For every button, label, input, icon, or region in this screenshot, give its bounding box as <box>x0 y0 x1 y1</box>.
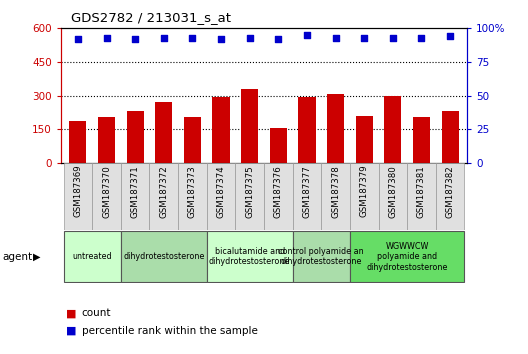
Text: GSM187378: GSM187378 <box>331 165 340 218</box>
Text: untreated: untreated <box>72 252 112 261</box>
Bar <box>92 163 121 230</box>
Text: percentile rank within the sample: percentile rank within the sample <box>82 326 258 336</box>
Bar <box>356 116 373 163</box>
Bar <box>69 121 87 163</box>
Text: dihydrotestosterone: dihydrotestosterone <box>123 252 204 261</box>
Bar <box>413 117 430 163</box>
Bar <box>63 163 92 230</box>
Bar <box>264 163 293 230</box>
Text: count: count <box>82 308 111 318</box>
Point <box>417 35 426 41</box>
Point <box>246 35 254 41</box>
Bar <box>63 231 121 282</box>
Point <box>74 36 82 42</box>
Text: GSM187382: GSM187382 <box>446 165 455 218</box>
Point <box>274 36 282 42</box>
Point <box>188 35 196 41</box>
Bar <box>149 163 178 230</box>
Bar <box>350 231 465 282</box>
Text: GSM187373: GSM187373 <box>188 165 197 218</box>
Bar <box>212 97 230 163</box>
Point <box>102 35 111 41</box>
Bar <box>127 111 144 163</box>
Text: GSM187376: GSM187376 <box>274 165 283 218</box>
Point <box>217 36 225 42</box>
Bar <box>327 95 344 163</box>
Point <box>389 35 397 41</box>
Text: GSM187372: GSM187372 <box>159 165 168 218</box>
Text: bicalutamide and
dihydrotestosterone: bicalutamide and dihydrotestosterone <box>209 247 290 266</box>
Text: agent: agent <box>3 252 33 262</box>
Bar <box>441 111 459 163</box>
Point <box>159 35 168 41</box>
Text: GSM187381: GSM187381 <box>417 165 426 218</box>
Bar <box>293 231 350 282</box>
Bar <box>207 163 235 230</box>
Text: WGWWCW
polyamide and
dihydrotestosterone: WGWWCW polyamide and dihydrotestosterone <box>366 242 448 272</box>
Bar <box>235 163 264 230</box>
Point <box>303 32 311 38</box>
Text: ■: ■ <box>66 308 77 318</box>
Text: GSM187377: GSM187377 <box>303 165 312 218</box>
Bar <box>121 231 207 282</box>
Text: ▶: ▶ <box>33 252 40 262</box>
Text: GDS2782 / 213031_s_at: GDS2782 / 213031_s_at <box>71 11 231 24</box>
Text: control polyamide an
dihydrotestosterone: control polyamide an dihydrotestosterone <box>278 247 364 266</box>
Text: GSM187371: GSM187371 <box>130 165 140 218</box>
Bar <box>321 163 350 230</box>
Text: GSM187370: GSM187370 <box>102 165 111 218</box>
Bar <box>384 96 401 163</box>
Text: GSM187369: GSM187369 <box>73 165 82 217</box>
Point <box>332 35 340 41</box>
Bar <box>436 163 465 230</box>
Point <box>360 35 369 41</box>
Bar <box>241 89 258 163</box>
Bar <box>379 163 407 230</box>
Point <box>131 36 139 42</box>
Bar <box>121 163 149 230</box>
Bar <box>407 163 436 230</box>
Text: GSM187374: GSM187374 <box>216 165 225 218</box>
Bar <box>293 163 321 230</box>
Bar <box>207 231 293 282</box>
Text: GSM187380: GSM187380 <box>388 165 398 218</box>
Text: GSM187375: GSM187375 <box>245 165 254 218</box>
Bar <box>184 117 201 163</box>
Text: GSM187379: GSM187379 <box>360 165 369 217</box>
Point <box>446 34 454 39</box>
Text: ■: ■ <box>66 326 77 336</box>
Bar <box>350 163 379 230</box>
Bar <box>155 102 172 163</box>
Bar <box>270 128 287 163</box>
Bar <box>98 117 115 163</box>
Bar <box>178 163 207 230</box>
Bar <box>298 97 316 163</box>
